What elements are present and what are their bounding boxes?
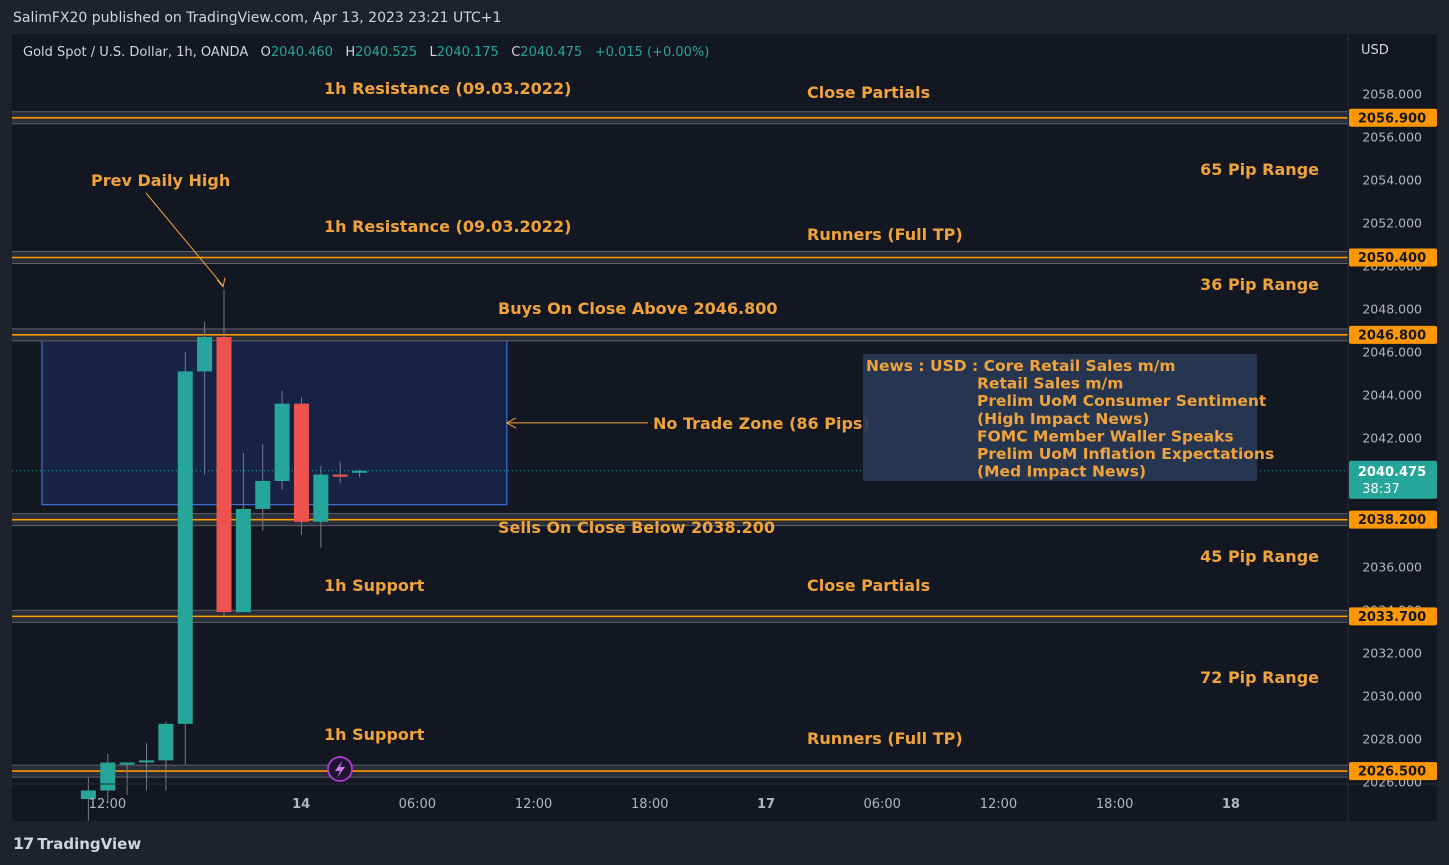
annotation-sup2: 1h Support bbox=[324, 725, 425, 744]
close-value: 2040.475 bbox=[520, 45, 583, 60]
candle-body bbox=[235, 508, 251, 613]
level-price-tag-text: 2026.500 bbox=[1358, 765, 1426, 780]
x-tick-label: 06:00 bbox=[399, 797, 436, 812]
countdown-value: 38:37 bbox=[1362, 482, 1399, 497]
y-tick-label: 2044.000 bbox=[1362, 388, 1422, 403]
current-price-value: 2040.475 bbox=[1358, 465, 1426, 480]
no-trade-zone-arrow-head bbox=[505, 417, 517, 429]
candle-body bbox=[100, 762, 116, 791]
candle-body bbox=[119, 762, 135, 765]
candle-body bbox=[197, 337, 213, 372]
annotation-res2: 1h Resistance (09.03.2022) bbox=[324, 217, 571, 236]
news-line: Retail Sales m/m bbox=[977, 375, 1123, 393]
currency-label[interactable]: USD bbox=[1361, 43, 1389, 58]
prev-high-arrow-line bbox=[145, 192, 224, 287]
y-tick-label: 2032.000 bbox=[1362, 645, 1422, 660]
annotation-prev_daily_high: Prev Daily High bbox=[91, 171, 230, 190]
level-price-tag bbox=[1349, 510, 1437, 529]
x-tick-label: 06:00 bbox=[863, 797, 900, 812]
high-label: H bbox=[345, 45, 356, 60]
annotation-sells: Sells On Close Below 2038.200 bbox=[498, 518, 775, 537]
candle-body bbox=[313, 474, 329, 522]
y-tick-label: 2052.000 bbox=[1362, 216, 1422, 231]
annotation-range65: 65 Pip Range bbox=[1200, 160, 1319, 179]
news-line: (Med Impact News) bbox=[977, 463, 1146, 481]
candle-body bbox=[158, 723, 174, 761]
y-tick-label: 2058.000 bbox=[1362, 87, 1422, 102]
level-price-tag bbox=[1349, 325, 1437, 344]
level-price-tag bbox=[1349, 248, 1437, 267]
candle-body bbox=[80, 790, 96, 800]
news-line: Prelim UoM Inflation Expectations bbox=[977, 445, 1274, 463]
annotation-runners_top: Runners (Full TP) bbox=[807, 225, 963, 244]
lightning-bolt-icon bbox=[335, 761, 345, 778]
candle-body bbox=[139, 760, 155, 763]
candle-body bbox=[274, 403, 290, 481]
annotation-close_partials_bottom: Close Partials bbox=[807, 576, 930, 595]
annotation-buys: Buys On Close Above 2046.800 bbox=[498, 299, 778, 318]
change-value: +0.015 (+0.00%) bbox=[594, 45, 710, 60]
level-price-tag-text: 2056.900 bbox=[1358, 111, 1426, 126]
x-tick-label: 14 bbox=[292, 797, 310, 812]
x-tick-label: 17 bbox=[757, 797, 775, 812]
y-tick-label: 2046.000 bbox=[1362, 345, 1422, 360]
level-price-tag-text: 2046.800 bbox=[1358, 328, 1426, 343]
level-price-tag bbox=[1349, 607, 1437, 626]
symbol-legend: Gold Spot / U.S. Dollar, 1h, OANDA O2040… bbox=[23, 45, 709, 60]
level-price-tag-text: 2038.200 bbox=[1358, 513, 1426, 528]
annotation-range45: 45 Pip Range bbox=[1200, 547, 1319, 566]
open-label: O bbox=[260, 45, 271, 60]
level-price-tag bbox=[1349, 762, 1437, 781]
y-tick-label: 2042.000 bbox=[1362, 431, 1422, 446]
level-price-tag-text: 2050.400 bbox=[1358, 251, 1426, 266]
news-line: (High Impact News) bbox=[977, 410, 1149, 428]
x-tick-label: 18:00 bbox=[1096, 797, 1133, 812]
y-tick-label: 2054.000 bbox=[1362, 173, 1422, 188]
open-value: 2040.460 bbox=[270, 45, 333, 60]
level-price-tag-text: 2033.700 bbox=[1358, 610, 1426, 625]
high-value: 2040.525 bbox=[355, 45, 418, 60]
news-line: FOMC Member Waller Speaks bbox=[977, 427, 1234, 445]
x-tick-label: 12:00 bbox=[980, 797, 1017, 812]
x-tick-label: 12:00 bbox=[515, 797, 552, 812]
annotation-res1: 1h Resistance (09.03.2022) bbox=[324, 79, 571, 98]
chart-svg[interactable]: 1h Resistance (09.03.2022) Close Partials… bbox=[12, 34, 1437, 821]
y-tick-label: 2030.000 bbox=[1362, 688, 1422, 703]
y-tick-label: 2036.000 bbox=[1362, 559, 1422, 574]
tradingview-footer[interactable]: 17 TradingView bbox=[13, 834, 141, 853]
annotation-range72: 72 Pip Range bbox=[1200, 668, 1319, 687]
candle-body bbox=[293, 403, 309, 522]
no-trade-zone-label: No Trade Zone (86 Pips) bbox=[653, 414, 870, 433]
news-line: Prelim UoM Consumer Sentiment bbox=[977, 392, 1267, 410]
y-tick-label: 2028.000 bbox=[1362, 731, 1422, 746]
y-tick-label: 2048.000 bbox=[1362, 302, 1422, 317]
low-value: 2040.175 bbox=[436, 45, 499, 60]
tradingview-logo-icon: 17 bbox=[13, 834, 34, 853]
annotation-runners_bottom: Runners (Full TP) bbox=[807, 729, 963, 748]
symbol-name[interactable]: Gold Spot / U.S. Dollar, 1h, OANDA bbox=[23, 45, 249, 60]
x-tick-label: 18:00 bbox=[631, 797, 668, 812]
candle-body bbox=[352, 470, 368, 473]
x-tick-label: 12:00 bbox=[89, 797, 126, 812]
tradingview-brand: TradingView bbox=[37, 834, 142, 853]
annotation-sup1: 1h Support bbox=[324, 576, 425, 595]
news-line: News : USD : Core Retail Sales m/m bbox=[866, 357, 1176, 375]
annotation-range36: 36 Pip Range bbox=[1200, 275, 1319, 294]
no-trade-zone-box bbox=[41, 338, 508, 506]
publisher-attribution: SalimFX20 published on TradingView.com, … bbox=[13, 10, 502, 26]
candle-body bbox=[332, 474, 348, 477]
level-price-tag bbox=[1349, 108, 1437, 127]
low-label: L bbox=[429, 45, 437, 60]
annotation-close_partials_top: Close Partials bbox=[807, 83, 930, 102]
candle-body bbox=[177, 371, 193, 724]
x-tick-label: 18 bbox=[1222, 797, 1240, 812]
current-price-tag bbox=[1349, 460, 1437, 499]
news-box bbox=[863, 354, 1257, 481]
candle-body bbox=[255, 480, 271, 509]
prev-high-arrow-head bbox=[216, 277, 226, 288]
candle-body bbox=[216, 337, 232, 613]
close-label: C bbox=[511, 45, 521, 60]
y-tick-label: 2056.000 bbox=[1362, 130, 1422, 145]
